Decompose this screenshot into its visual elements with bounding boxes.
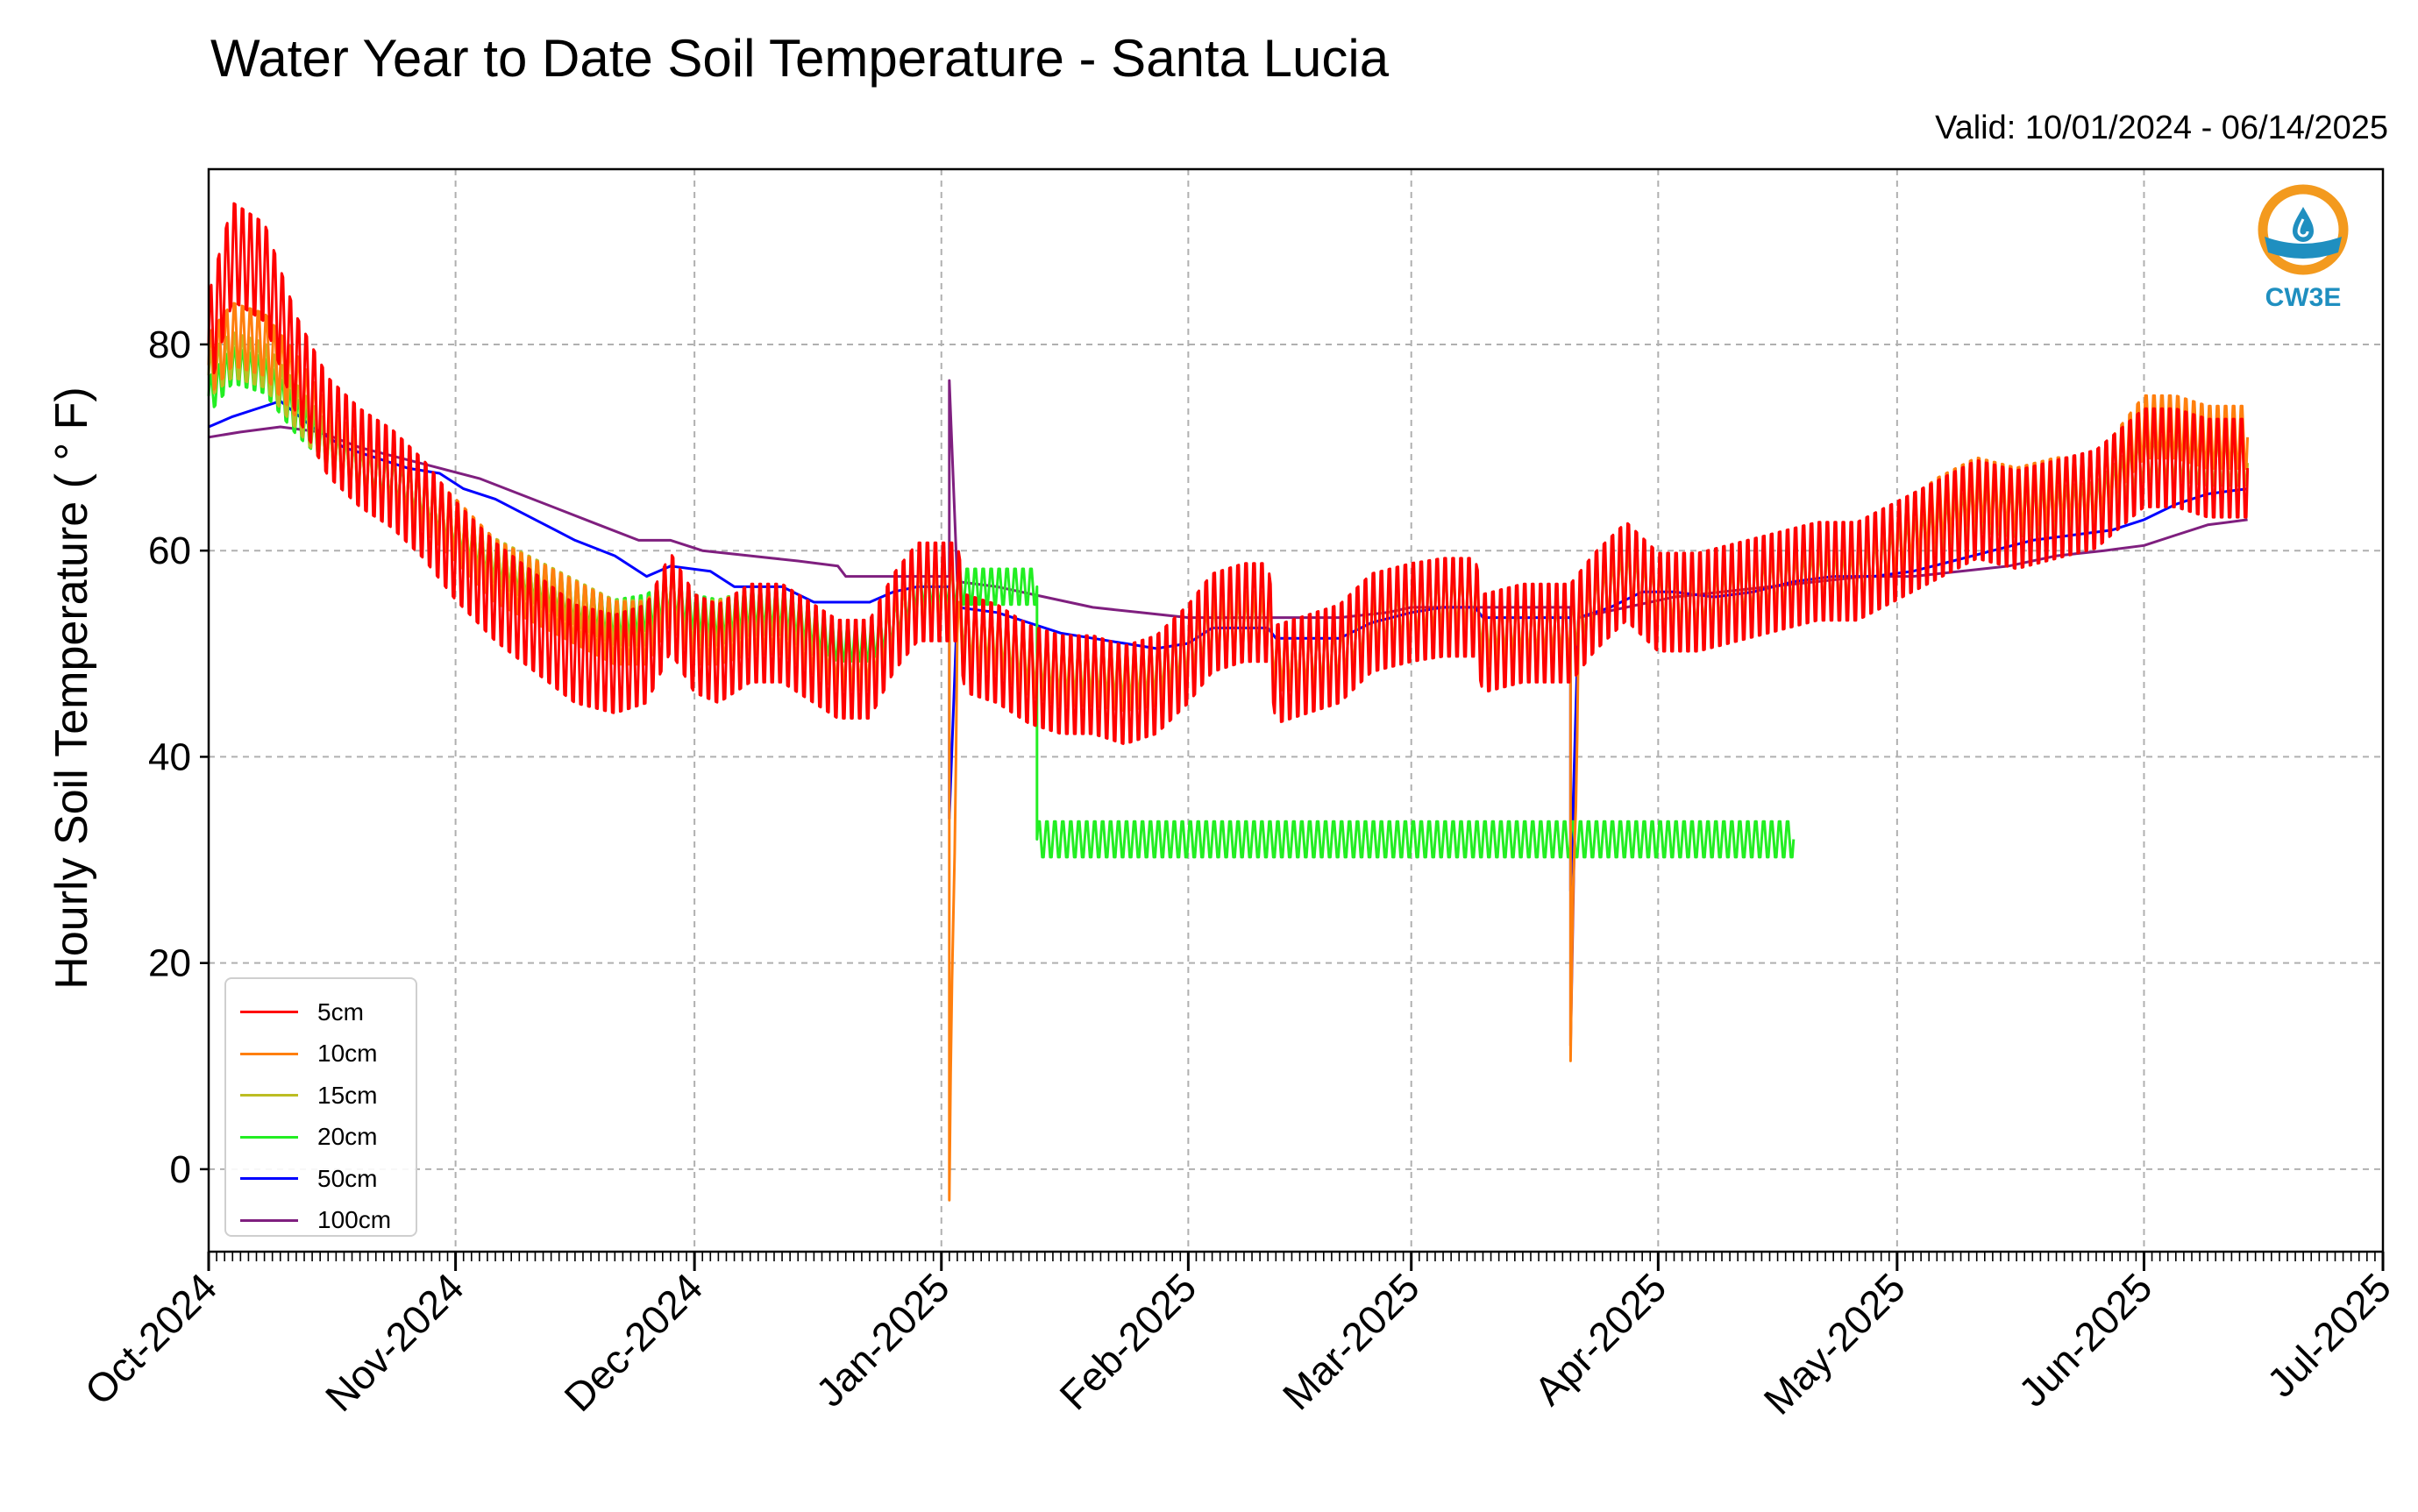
x-tick-label-Jul-2025: Jul-2025 (2258, 1264, 2400, 1406)
legend-item-10cm: 10cm (240, 1033, 416, 1075)
x-tick-label-Mar-2025: Mar-2025 (1274, 1264, 1428, 1418)
plot-area-frame (207, 167, 2385, 1253)
x-tick-label-Jun-2025: Jun-2025 (2009, 1264, 2160, 1415)
x-tick-label-Jan-2025: Jan-2025 (807, 1264, 957, 1415)
x-tick-label-Dec-2024: Dec-2024 (555, 1264, 711, 1420)
x-tick-label-Apr-2025: Apr-2025 (1525, 1264, 1675, 1414)
legend-label: 100cm (317, 1206, 392, 1234)
cw3e-logo-text: CW3E (2265, 283, 2342, 312)
x-tick-label-May-2025: May-2025 (1755, 1264, 1914, 1423)
legend-swatch (240, 1177, 298, 1181)
legend-label: 15cm (317, 1081, 378, 1109)
cw3e-logo: CW3E (2255, 184, 2351, 313)
y-tick-label-40: 40 (148, 735, 191, 778)
valid-date-range: Valid: 10/01/2024 - 06/14/2025 (1935, 110, 2388, 146)
x-tick-label-Oct-2024: Oct-2024 (76, 1264, 226, 1414)
x-tick-label-Feb-2025: Feb-2025 (1050, 1264, 1205, 1418)
legend-swatch (240, 1011, 298, 1014)
series-line-5cm (207, 202, 2250, 745)
grid-lines (209, 169, 2383, 1252)
legend-label: 5cm (317, 997, 364, 1026)
legend-swatch (240, 1094, 298, 1097)
cw3e-logo-icon (2258, 184, 2349, 275)
legend-label: 10cm (317, 1040, 378, 1068)
legend-item-5cm: 5cm (240, 991, 416, 1033)
legend-item-100cm: 100cm (240, 1200, 416, 1242)
y-tick-label-80: 80 (148, 323, 191, 366)
series-line-100cm (208, 379, 2248, 1047)
legend-swatch (240, 1218, 298, 1222)
legend-item-15cm: 15cm (240, 1075, 416, 1117)
legend-label: 20cm (317, 1123, 378, 1151)
y-tick-label-20: 20 (148, 942, 191, 985)
chart-legend: 5cm 10cm 15cm 20cm 50cm 100cm (224, 977, 417, 1237)
series-lines (207, 202, 2250, 1202)
legend-swatch (240, 1052, 298, 1055)
legend-item-20cm: 20cm (240, 1117, 416, 1159)
legend-swatch (240, 1135, 298, 1139)
series-line-10cm (207, 302, 2250, 1202)
y-tick-label-60: 60 (148, 529, 191, 572)
x-tick-label-Nov-2024: Nov-2024 (316, 1264, 473, 1420)
legend-label: 50cm (317, 1164, 378, 1192)
y-tick-label-0: 0 (170, 1148, 191, 1191)
chart-title: Water Year to Date Soil Temperature - Sa… (210, 29, 1390, 88)
legend-item-50cm: 50cm (240, 1158, 416, 1200)
